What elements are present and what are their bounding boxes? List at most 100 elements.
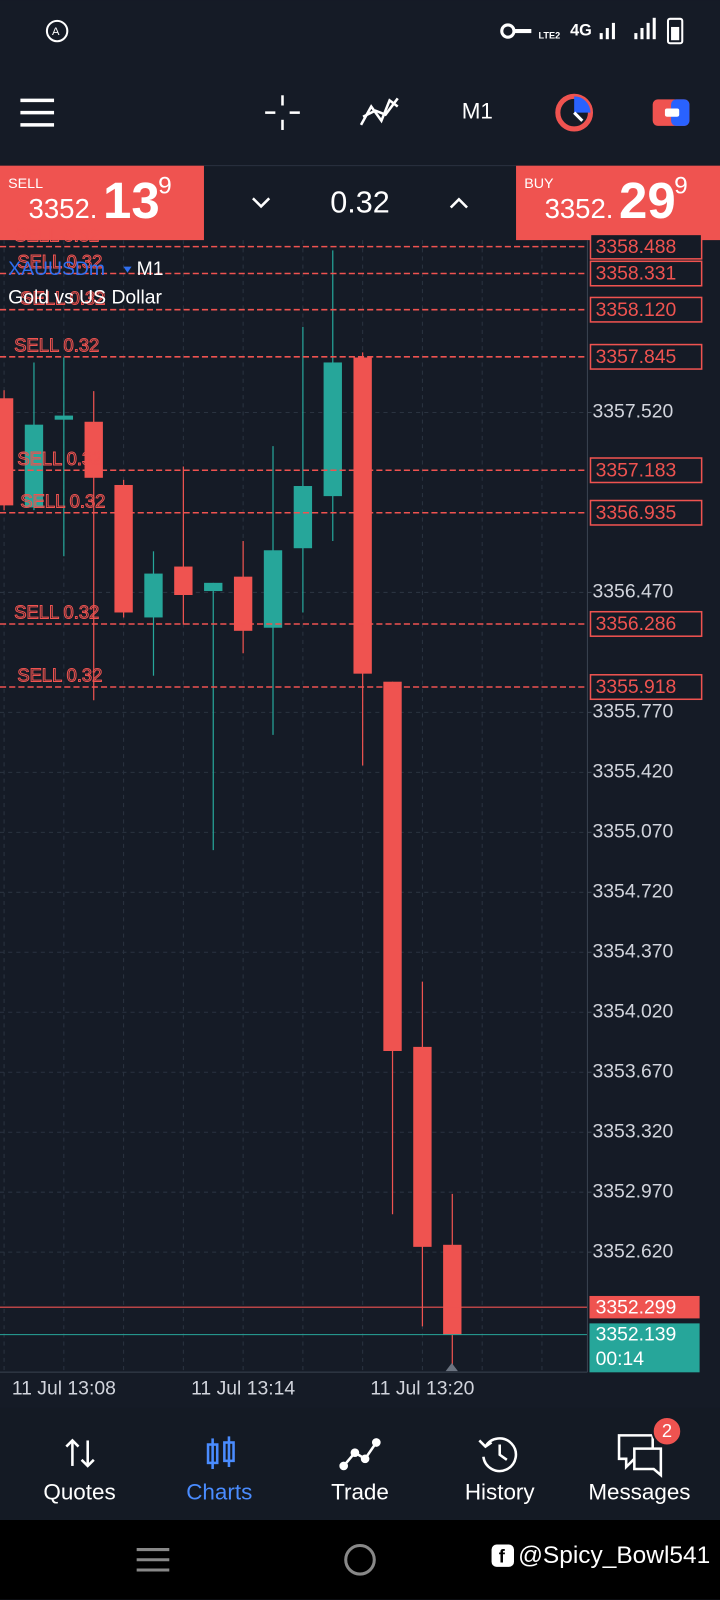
- x-tick-label: 11 Jul 13:20: [370, 1378, 474, 1400]
- y-tick-label: 3353.320: [593, 1120, 674, 1142]
- order-price-box: [589, 343, 703, 370]
- candles-layer: [0, 250, 462, 1368]
- app-icon-glyph: A: [52, 26, 60, 38]
- orders-layer: SELL 0.32 3358.488 SELL 0.32 3358.331 SELL 0…: [0, 224, 703, 1373]
- app-icon: [45, 19, 69, 43]
- x-tick-label: 11 Jul 13:08: [12, 1378, 116, 1400]
- messages-badge: 2: [662, 1420, 672, 1441]
- order-price-box: [589, 296, 703, 323]
- ask-box: [589, 1295, 700, 1319]
- messages-icon: [617, 1434, 663, 1478]
- candle-body: [293, 486, 313, 549]
- buy-price-prefix: 3352.: [545, 193, 614, 224]
- crosshair-button[interactable]: [265, 95, 300, 130]
- y-tick-label: 3354.020: [593, 1000, 674, 1022]
- volume-up[interactable]: [449, 197, 468, 209]
- nav-item[interactable]: History: [465, 1479, 536, 1504]
- order-price-label: 3356.935: [596, 502, 677, 524]
- charts-icon: [206, 1436, 235, 1470]
- trade-icon: [339, 1438, 381, 1471]
- order-label: SELL 0.32: [14, 334, 99, 355]
- status-icons: [500, 17, 684, 45]
- one-click-button[interactable]: [652, 99, 690, 126]
- y-tick-label: 3353.670: [593, 1060, 674, 1082]
- candle-body: [263, 550, 283, 628]
- sell-price-prefix: 3352.: [29, 193, 98, 224]
- badge-circle: [651, 1415, 683, 1447]
- buy-label: BUY: [524, 176, 554, 192]
- candle-body: [24, 424, 44, 508]
- order-price-label: 3357.183: [596, 459, 677, 481]
- history-icon: [478, 1437, 518, 1473]
- sell-label: SELL: [8, 176, 43, 192]
- quotes-icon: [65, 1438, 95, 1468]
- y-tick-label: 3355.070: [593, 820, 674, 842]
- order-label: SELL 0.32: [14, 224, 99, 245]
- candle-body: [204, 582, 223, 592]
- y-tick-label: 3352.620: [593, 1240, 674, 1262]
- order-label: SELL 0.32: [17, 251, 102, 272]
- nav-item[interactable]: Messages: [588, 1479, 690, 1504]
- candle-body: [443, 1244, 462, 1335]
- y-tick-label: 3355.420: [593, 760, 674, 782]
- candle-body: [323, 362, 342, 497]
- order-price-box: [589, 610, 703, 637]
- order-label: SELL 0.32: [17, 448, 102, 469]
- order-price-box: [589, 260, 703, 287]
- nav-item[interactable]: Trade: [331, 1479, 389, 1504]
- order-label: SELL 0.32: [17, 665, 102, 686]
- candle-body: [84, 421, 103, 478]
- candle-body: [0, 398, 14, 506]
- nav-item[interactable]: Quotes: [43, 1479, 115, 1504]
- candle-body: [54, 415, 74, 420]
- y-tick-label: 3357.520: [593, 401, 674, 423]
- order-price-label: 3358.488: [596, 236, 677, 258]
- volume[interactable]: 0.32: [330, 185, 390, 219]
- chart-symbol[interactable]: XAUUSDm: [8, 258, 105, 280]
- watermark-icon-glyph: f: [499, 1546, 506, 1567]
- candle-body: [413, 1046, 432, 1247]
- trade-button[interactable]: [555, 93, 594, 132]
- bottom-nav: Quotes Charts Trade History Messages: [43, 1479, 690, 1504]
- nav-bar: [0, 1407, 720, 1520]
- timeframe-button[interactable]: M1: [462, 99, 493, 124]
- buy-price-main: 29: [619, 172, 676, 229]
- order-label: SELL 0.32: [20, 287, 105, 308]
- chart-timeframe: M1: [137, 258, 164, 280]
- nav-item[interactable]: Charts: [186, 1479, 252, 1504]
- order-price-box: [589, 457, 703, 484]
- y-tick-label: 3356.470: [593, 581, 674, 603]
- axis-layer: 3357.520 3356.470 3355.770 3355.420 3355.070…: [0, 240, 674, 1400]
- y-tick-label: 3354.370: [593, 940, 674, 962]
- network-label: 4G: [570, 21, 592, 39]
- order-price-box: [589, 499, 703, 526]
- sell-button[interactable]: [0, 165, 204, 241]
- sell-price-sup: 9: [158, 173, 172, 200]
- system-buttons: [136, 1543, 376, 1576]
- symbol-dropdown[interactable]: [123, 266, 132, 273]
- buy-button[interactable]: [516, 165, 720, 241]
- x-tick-label: 11 Jul 13:14: [191, 1378, 295, 1400]
- order-price-label: 3355.918: [596, 676, 677, 698]
- y-tick-label: 3352.970: [593, 1180, 674, 1202]
- candle-body: [144, 573, 163, 618]
- indicators-button[interactable]: [359, 97, 399, 126]
- bid-box: [589, 1323, 700, 1373]
- menu-button[interactable]: [20, 98, 55, 127]
- y-tick-label: 3355.770: [593, 700, 674, 722]
- bid-label: 3352.139: [596, 1324, 677, 1346]
- nav-icons: [65, 1415, 683, 1478]
- order-price-label: 3358.331: [596, 263, 677, 285]
- order-price-box: [589, 674, 703, 701]
- chart-description: Gold vs US Dollar: [8, 286, 162, 308]
- lte-label: LTE2: [538, 31, 560, 41]
- watermark: @Spicy_Bowl541: [518, 1542, 710, 1569]
- volume-down[interactable]: [252, 197, 271, 209]
- order-label: SELL 0.32: [20, 490, 105, 511]
- order-price-label: 3357.845: [596, 346, 677, 368]
- watermark-icon: [491, 1544, 514, 1567]
- ask-label: 3352.299: [596, 1296, 677, 1318]
- order-price-label: 3356.286: [596, 613, 677, 635]
- sell-price-main: 13: [103, 172, 160, 229]
- current-bar-marker: [445, 1362, 458, 1372]
